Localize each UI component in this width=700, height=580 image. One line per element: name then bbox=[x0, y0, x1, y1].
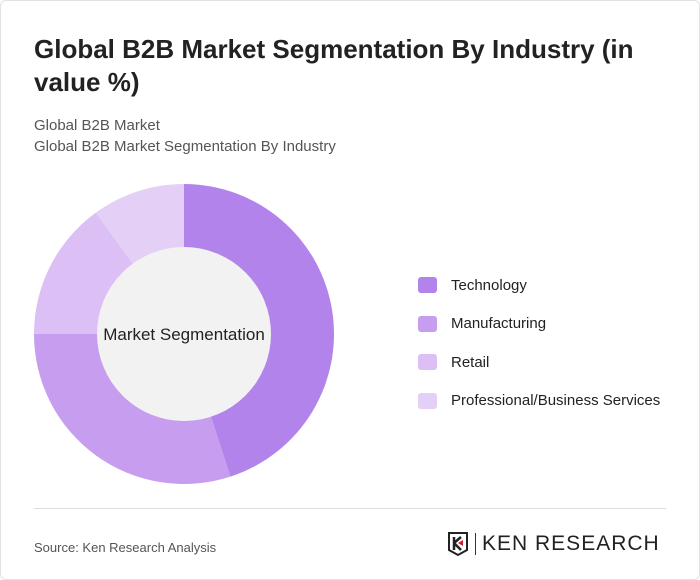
subtitle-segmentation: Global B2B Market Segmentation By Indust… bbox=[34, 138, 336, 155]
logo-shield-icon bbox=[448, 532, 468, 557]
divider bbox=[34, 508, 666, 509]
ken-research-logo: KEN RESEARCH bbox=[447, 531, 660, 557]
legend-label: Manufacturing bbox=[451, 315, 547, 333]
legend-item[interactable]: Retail bbox=[418, 343, 660, 382]
legend-label: Professional/Business Services bbox=[451, 392, 661, 410]
legend-swatch bbox=[418, 315, 437, 332]
center-label: Market Segmentation bbox=[103, 325, 265, 344]
donut-center bbox=[97, 247, 271, 421]
subtitle-market: Global B2B Market bbox=[34, 117, 160, 134]
legend-swatch bbox=[418, 354, 437, 371]
legend-item[interactable]: Manufacturing bbox=[418, 305, 660, 344]
legend-swatch bbox=[418, 392, 437, 409]
legend-item[interactable]: Technology bbox=[418, 266, 660, 305]
chart-title: Global B2B Market Segmentation By Indust… bbox=[34, 34, 634, 97]
legend: Technology Manufacturing Retail Professiona… bbox=[418, 266, 660, 420]
logo-text: KEN RESEARCH bbox=[482, 532, 660, 555]
source-note: Source: Ken Research Analysis bbox=[34, 540, 217, 555]
legend-label: Technology bbox=[451, 276, 527, 294]
legend-item[interactable]: Professional/Business Services bbox=[418, 382, 660, 421]
legend-label: Retail bbox=[451, 353, 490, 371]
legend-swatch bbox=[418, 277, 437, 294]
